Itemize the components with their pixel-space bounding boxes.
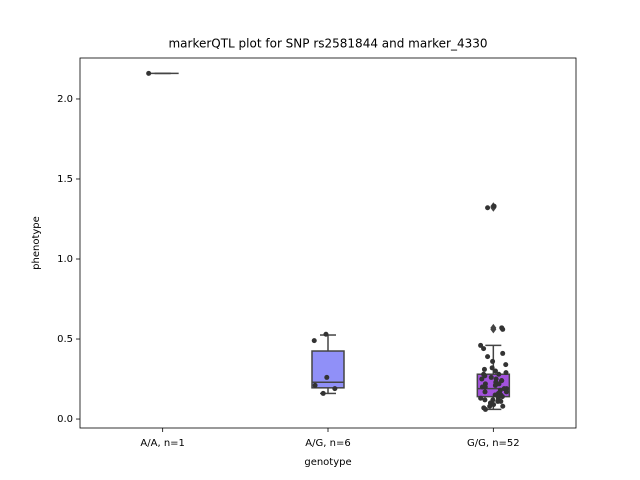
point bbox=[485, 354, 491, 360]
point bbox=[482, 406, 488, 412]
point bbox=[491, 203, 497, 209]
point bbox=[496, 371, 502, 377]
point bbox=[490, 358, 496, 364]
point bbox=[311, 338, 317, 344]
point bbox=[503, 389, 509, 395]
point bbox=[485, 205, 491, 211]
point bbox=[482, 384, 488, 390]
point bbox=[323, 331, 329, 337]
point bbox=[487, 403, 493, 409]
point bbox=[500, 403, 506, 409]
point bbox=[492, 368, 498, 374]
point bbox=[146, 70, 152, 76]
point bbox=[478, 342, 484, 348]
x-tick-label: A/G, n=6 bbox=[305, 438, 350, 449]
y-tick-label: 0.0 bbox=[57, 414, 73, 425]
point bbox=[481, 366, 487, 372]
outlier bbox=[490, 325, 497, 334]
point bbox=[488, 374, 494, 380]
y-tick-label: 1.5 bbox=[57, 174, 73, 185]
point bbox=[492, 392, 498, 398]
y-tick-label: 0.5 bbox=[57, 334, 73, 345]
x-tick-label: G/G, n=52 bbox=[467, 438, 520, 449]
point bbox=[324, 374, 330, 380]
y-tick-label: 2.0 bbox=[57, 94, 73, 105]
point bbox=[491, 402, 497, 408]
point bbox=[332, 386, 338, 392]
y-tick-label: 1.0 bbox=[57, 254, 73, 265]
point bbox=[482, 373, 488, 379]
point bbox=[500, 326, 506, 332]
x-tick-label: A/A, n=1 bbox=[140, 438, 185, 449]
point bbox=[500, 350, 506, 356]
chart-title: markerQTL plot for SNP rs2581844 and mar… bbox=[168, 37, 487, 51]
y-axis-label: phenotype bbox=[31, 216, 42, 270]
point bbox=[489, 365, 495, 371]
point bbox=[482, 397, 488, 403]
point bbox=[482, 389, 488, 395]
point bbox=[312, 382, 318, 388]
point bbox=[479, 376, 485, 382]
point bbox=[481, 346, 487, 352]
point bbox=[320, 390, 326, 396]
point bbox=[503, 370, 509, 376]
x-axis-label: genotype bbox=[304, 457, 351, 468]
point bbox=[478, 395, 484, 401]
point bbox=[492, 382, 498, 388]
point bbox=[495, 398, 501, 404]
point bbox=[503, 362, 509, 368]
